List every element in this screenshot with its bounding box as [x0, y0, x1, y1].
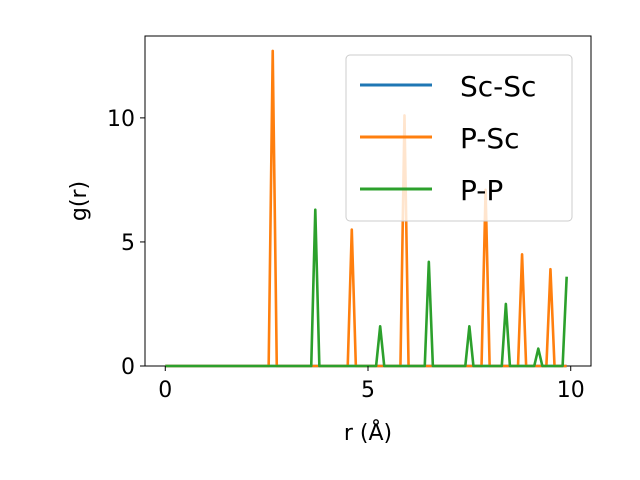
y-axis-ticks: 0 5 10 — [107, 107, 145, 380]
legend-label-p-p: P-P — [460, 174, 503, 207]
y-axis-label: g(r) — [67, 181, 92, 221]
x-tick-label: 5 — [361, 378, 375, 403]
x-axis-label: r (Å) — [344, 419, 392, 446]
y-tick-label: 5 — [121, 231, 135, 256]
x-axis-ticks: 0 5 10 — [158, 366, 585, 403]
legend-box — [345, 54, 573, 222]
y-tick-label: 0 — [121, 355, 135, 380]
legend-label-sc-sc: Sc-Sc — [460, 70, 536, 103]
series-line-p-p — [165, 208, 568, 368]
x-tick-label: 0 — [158, 378, 172, 403]
y-tick-label: 10 — [107, 107, 135, 132]
series-layer — [165, 49, 568, 368]
legend: Sc-Sc P-Sc P-P — [345, 54, 573, 222]
legend-label-p-sc: P-Sc — [460, 122, 520, 155]
x-tick-label: 10 — [557, 378, 585, 403]
